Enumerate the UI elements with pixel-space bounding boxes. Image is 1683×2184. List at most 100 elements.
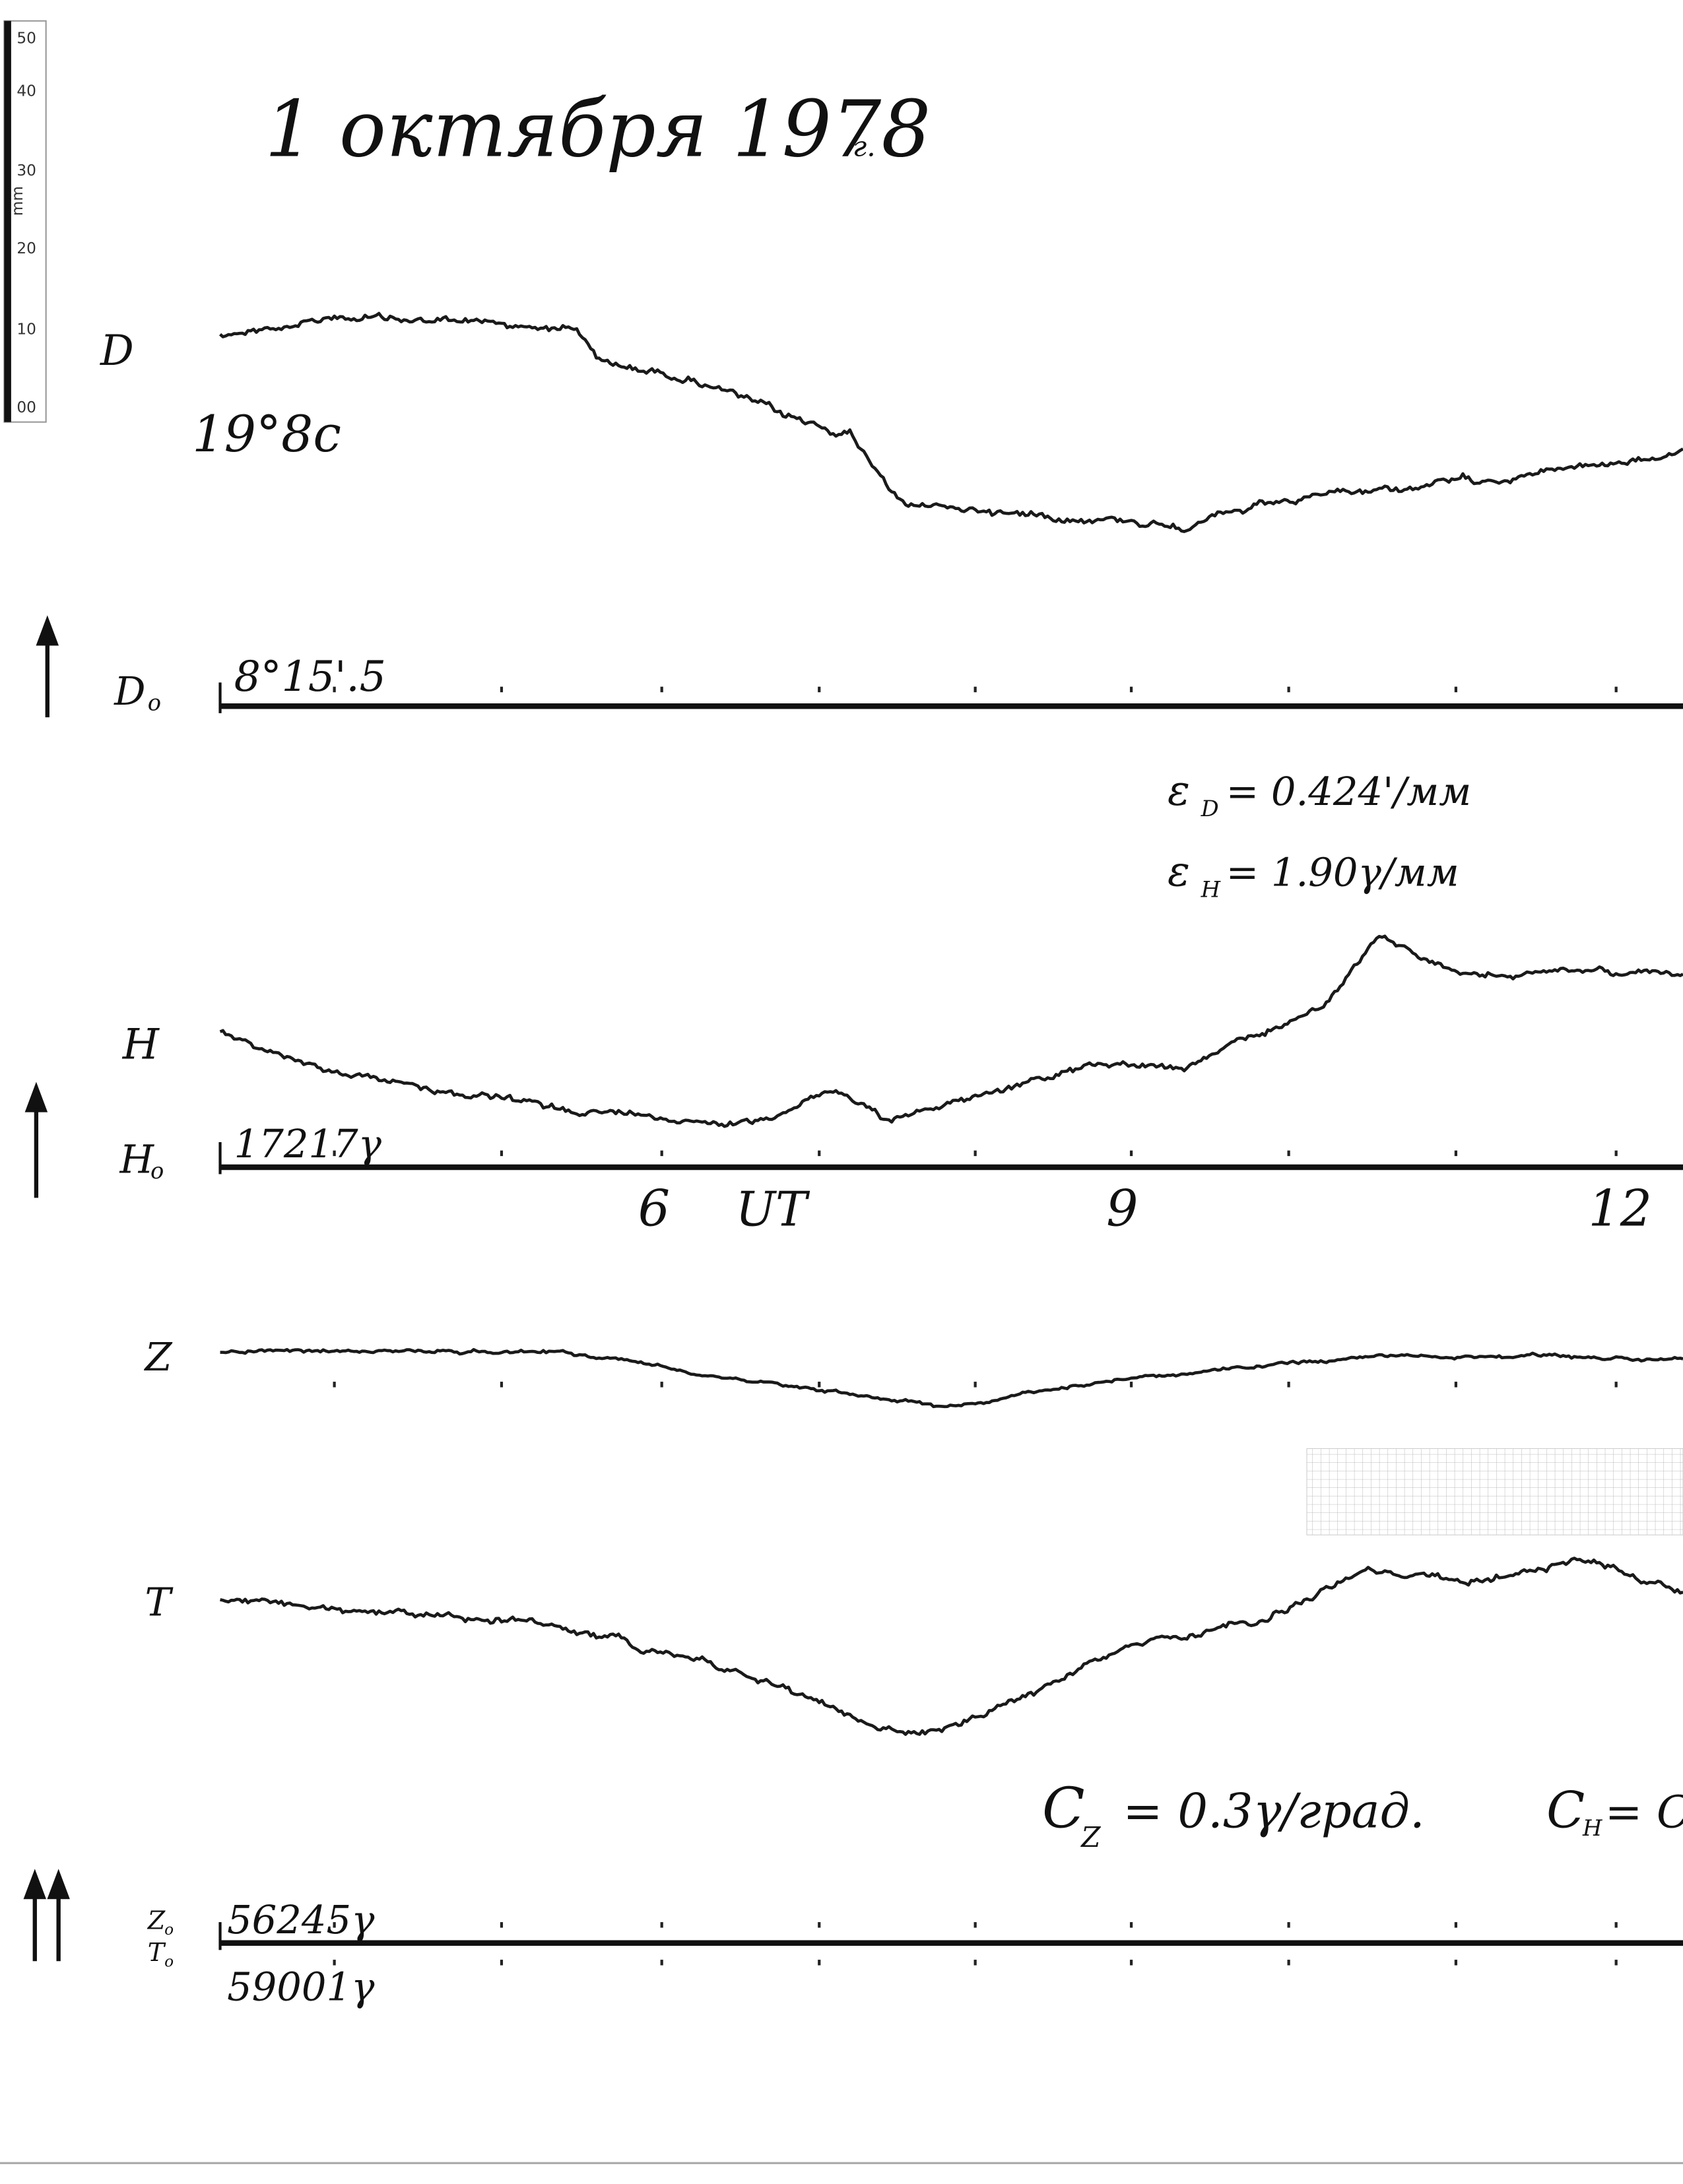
hour-tick [1614,1382,1618,1388]
arrows [23,615,70,1962]
baseline-value: 17217γ [234,1121,382,1167]
hour-tick [1454,1922,1458,1928]
hour-ticks [333,686,1618,1966]
hour-tick [1287,1960,1290,1966]
ruler-unit: mm [9,186,26,216]
baseline-label: T [148,1938,166,1967]
baseline-value: 8°15'.5 [234,652,386,701]
baseline-label-sub: o [148,690,161,716]
hour-tick [660,1922,663,1928]
hour-tick [818,1382,821,1388]
hour-tick [333,1150,336,1157]
title-suffix: г. [853,130,876,162]
hour-tick [1129,1150,1133,1157]
title: 1 октября 1978 [265,83,931,174]
hour-tick [1614,1960,1618,1966]
baseline-label: D [114,668,145,714]
scale-sub: D [1201,796,1219,821]
hour-tick [1129,686,1133,693]
hour-tick [500,1960,504,1966]
trace-curve [220,1557,1683,1736]
hour-tick [660,686,663,693]
scale-value: = 0.424'/мм [1226,769,1472,814]
ruler-label: 30 [16,162,36,179]
time-label: 9 [1106,1179,1138,1238]
hour-tick [1454,1382,1458,1388]
hour-tick [1287,686,1290,693]
scale-sub: H [1582,1815,1602,1841]
hour-tick [1454,686,1458,693]
time-label: 6 [638,1179,670,1238]
baseline-label-sub: o [150,1158,164,1184]
ruler-label: 10 [16,321,36,338]
trace-curve [219,934,1683,1128]
hour-tick [660,1382,663,1388]
trace-label: D [100,326,134,375]
trace-curve [220,1347,1683,1409]
hour-tick [974,1150,977,1157]
hour-tick [1287,1150,1290,1157]
traces [218,311,1683,1736]
hour-tick [660,1960,663,1966]
ruler-label: 40 [16,82,36,100]
scale-value: = 0.3γ/град. [1123,1783,1424,1839]
hour-tick [333,686,336,693]
hour-tick [974,1382,977,1388]
hour-tick [818,1922,821,1928]
scale-symbol: C [1546,1781,1585,1840]
scale-symbol: ε [1168,847,1190,896]
baseline-label: H [119,1136,155,1182]
arrow-head [47,1869,70,1900]
trace-label: H [122,1019,160,1068]
hour-tick [1287,1382,1290,1388]
ruler-label: 50 [16,29,36,47]
scale-symbol: ε [1168,766,1190,815]
hour-tick [333,1382,336,1388]
hour-tick [500,1922,504,1928]
graph-paper-patch [1306,1448,1683,1535]
hour-tick [1614,686,1618,693]
ruler-bar [4,20,11,422]
trace-note: 19°8c [192,404,341,463]
hour-tick [1129,1960,1133,1966]
hour-tick [1614,1150,1618,1157]
baseline-label-sub: o [164,1921,174,1939]
hour-tick [974,686,977,693]
hour-tick [1129,1922,1133,1928]
scale-symbol: C [1042,1776,1085,1841]
baseline-value: 56245γ [227,1897,375,1943]
hour-tick [818,1960,821,1966]
baseline-value: 59001γ [227,1964,375,2009]
baseline-label-sub: o [164,1953,174,1971]
hour-tick [1129,1382,1133,1388]
hour-tick [1454,1150,1458,1157]
hour-tick [1454,1960,1458,1966]
scale-sub: H [1201,876,1221,902]
hour-tick [974,1922,977,1928]
arrow-head [24,1081,48,1112]
hour-tick [660,1150,663,1157]
hour-tick [333,1960,336,1966]
trace-label: Z [144,1334,173,1380]
time-label: 12 [1588,1179,1652,1238]
time-label: UT [736,1182,810,1237]
hour-tick [1287,1922,1290,1928]
hour-tick [818,1150,821,1157]
trace-curve [218,311,1683,533]
scale-value: = 1.90γ/мм [1226,850,1459,895]
hour-tick [333,1922,336,1928]
ruler-label: 00 [16,399,36,416]
ruler-label: 20 [16,240,36,257]
arrow-head [23,1869,47,1900]
hour-tick [500,1382,504,1388]
hour-tick [1614,1922,1618,1928]
hour-tick [500,686,504,693]
baseline-label: Z [147,1906,166,1935]
scale-value: = C [1605,1786,1683,1838]
trace-label: T [145,1580,174,1625]
ruler: 50 40 30 mm 20 10 00 [3,20,47,423]
hour-tick [500,1150,504,1157]
hour-tick [818,686,821,693]
